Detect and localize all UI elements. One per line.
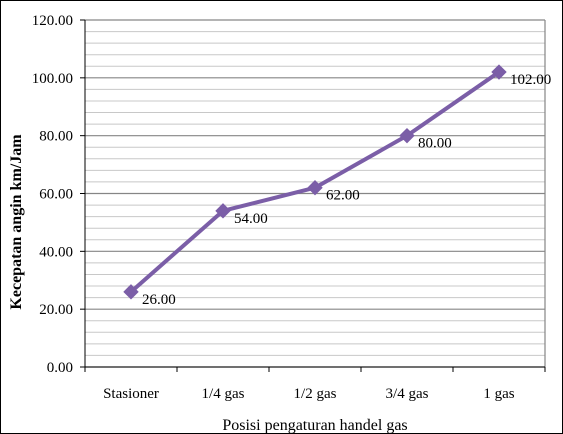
data-label: 102.00 xyxy=(510,72,551,88)
data-label: 54.00 xyxy=(234,211,268,227)
data-label: 80.00 xyxy=(418,136,452,152)
x-tick-label: 1/4 gas xyxy=(202,386,245,402)
x-axis-title: Posisi pengaturan handel gas xyxy=(222,417,407,434)
data-label: 26.00 xyxy=(142,292,176,308)
data-point-marker xyxy=(123,284,139,300)
x-tick-label: 3/4 gas xyxy=(386,386,429,402)
y-tick-label: 0.00 xyxy=(47,360,73,376)
y-tick-label: 40.00 xyxy=(39,244,73,260)
y-tick-label: 120.00 xyxy=(32,13,73,29)
y-tick-label: 60.00 xyxy=(39,187,73,203)
label-layer: 26.00 54.00 62.00 80.00 102.00 xyxy=(142,72,551,308)
data-point-marker xyxy=(215,203,231,219)
x-tick-label: 1/2 gas xyxy=(294,386,337,402)
data-point-marker xyxy=(491,64,507,80)
y-axis-title: Kecepatan angin km/Jam xyxy=(8,134,25,310)
y-tick-label: 100.00 xyxy=(32,71,73,87)
x-tick-label: 1 gas xyxy=(483,386,514,402)
x-tick-label: Stasioner xyxy=(103,386,159,402)
y-tick-label: 80.00 xyxy=(39,129,73,145)
series-layer xyxy=(123,64,507,300)
axis-layer: 0.00 20.00 40.00 60.00 80.00 100.00 120.00 Stas… xyxy=(32,13,546,402)
data-point-marker xyxy=(399,127,415,144)
y-tick-label: 20.00 xyxy=(39,302,73,318)
data-label: 62.00 xyxy=(326,188,360,204)
data-point-marker xyxy=(307,180,323,196)
